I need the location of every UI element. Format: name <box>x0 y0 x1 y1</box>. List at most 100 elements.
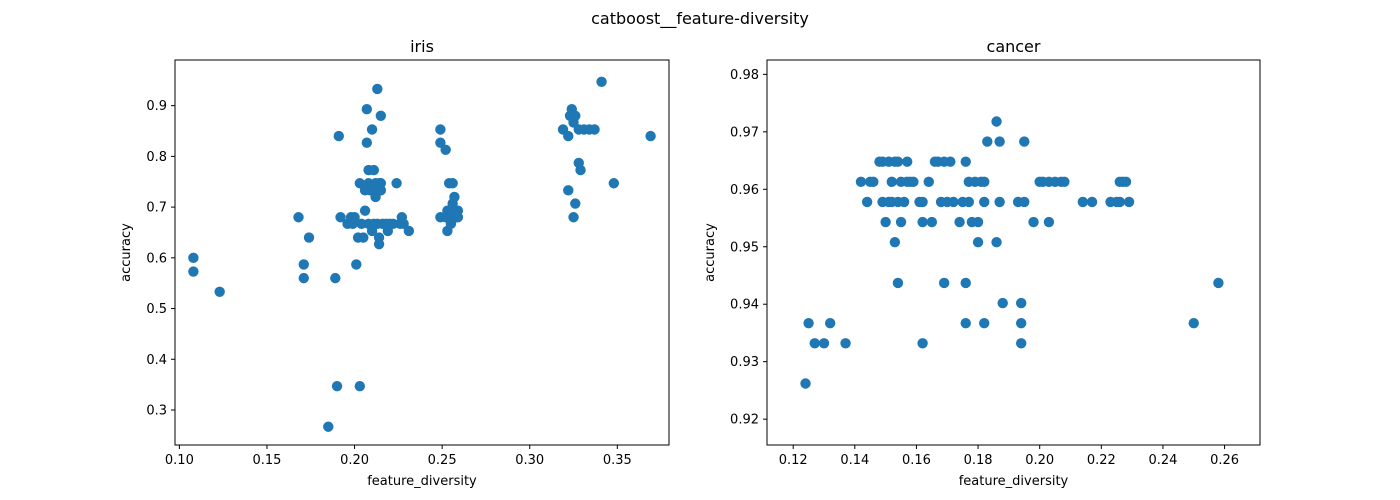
data-point <box>403 225 415 237</box>
data-point <box>368 164 380 176</box>
data-point <box>1120 176 1132 188</box>
data-point <box>991 116 1002 127</box>
data-point <box>979 196 990 208</box>
data-point <box>398 218 409 230</box>
subplot-title: iris <box>410 37 434 56</box>
data-point <box>375 185 387 196</box>
data-point <box>354 380 366 392</box>
y-tick-label: 0.4 <box>146 353 167 368</box>
data-point <box>188 266 199 277</box>
data-point <box>861 196 873 208</box>
data-point <box>449 191 460 203</box>
data-point <box>954 216 965 228</box>
data-point <box>335 212 346 223</box>
x-tick-label: 0.14 <box>840 453 869 468</box>
data-point <box>563 185 574 196</box>
data-point <box>298 272 309 284</box>
data-point <box>645 130 656 142</box>
scatter-series <box>800 116 1224 389</box>
scatter-series <box>188 76 656 432</box>
data-point <box>349 212 360 223</box>
x-tick-label: 0.16 <box>902 453 931 468</box>
data-point <box>908 176 919 188</box>
y-tick-label: 0.97 <box>730 125 759 140</box>
x-tick-label: 0.15 <box>252 453 281 468</box>
data-point <box>895 216 907 228</box>
data-point <box>214 286 225 298</box>
data-point <box>994 136 1005 147</box>
data-point <box>917 216 928 228</box>
data-point <box>902 156 913 167</box>
data-point <box>373 238 385 250</box>
data-point <box>570 198 581 209</box>
data-point <box>351 259 362 270</box>
data-point <box>570 110 581 122</box>
data-point <box>800 378 811 389</box>
y-tick-label: 0.94 <box>730 298 759 313</box>
data-point <box>361 137 373 148</box>
x-tick-label: 0.26 <box>1210 453 1239 468</box>
data-point <box>979 176 990 188</box>
data-point <box>1086 196 1098 208</box>
data-point <box>568 212 579 223</box>
data-point <box>963 196 975 208</box>
axes-frame <box>174 59 670 446</box>
y-tick-label: 0.6 <box>146 251 167 266</box>
subplot-title: cancer <box>987 37 1041 56</box>
data-point <box>1016 338 1027 349</box>
data-point <box>1019 136 1030 147</box>
data-point <box>994 196 1005 208</box>
data-point <box>972 216 984 228</box>
y-tick-label: 0.96 <box>730 183 759 198</box>
data-point <box>452 212 464 223</box>
data-point <box>868 176 879 188</box>
data-point <box>1016 317 1027 329</box>
y-tick-label: 0.5 <box>146 302 167 317</box>
data-point <box>997 297 1008 309</box>
data-point <box>948 196 959 208</box>
data-point <box>303 232 315 243</box>
data-point <box>945 156 956 167</box>
data-point <box>1059 176 1070 188</box>
data-point <box>1213 277 1224 289</box>
data-point <box>1123 196 1135 208</box>
data-point <box>331 380 343 392</box>
data-point <box>809 338 820 349</box>
x-tick-label: 0.20 <box>340 453 369 468</box>
data-point <box>323 421 334 432</box>
x-tick-label: 0.24 <box>1148 453 1177 468</box>
data-point <box>960 156 971 167</box>
x-tick-label: 0.20 <box>1025 453 1054 468</box>
axes-frame <box>766 59 1261 446</box>
data-point <box>435 124 446 135</box>
data-point <box>354 178 366 189</box>
data-point <box>1188 317 1199 329</box>
data-point <box>972 236 984 248</box>
data-point <box>188 252 199 264</box>
data-point <box>1016 297 1027 309</box>
data-point <box>840 338 851 349</box>
data-point <box>982 136 993 147</box>
x-axis-label: feature_diversity <box>367 474 477 489</box>
data-point <box>358 232 369 243</box>
data-point <box>596 76 607 88</box>
data-point <box>589 124 600 135</box>
data-point <box>991 236 1002 248</box>
data-point <box>447 178 458 189</box>
data-point <box>917 196 928 208</box>
y-tick-label: 0.3 <box>146 404 167 419</box>
data-point <box>880 216 891 228</box>
data-point <box>372 83 383 95</box>
y-axis-label: accuracy <box>119 223 134 282</box>
x-tick-label: 0.22 <box>1087 453 1116 468</box>
data-point <box>892 156 904 167</box>
data-point <box>979 317 990 329</box>
data-point <box>361 104 373 115</box>
data-point <box>926 216 938 228</box>
data-point <box>898 196 910 208</box>
data-point <box>563 130 574 142</box>
data-point <box>330 272 341 284</box>
data-point <box>298 259 309 270</box>
data-point <box>575 164 586 176</box>
